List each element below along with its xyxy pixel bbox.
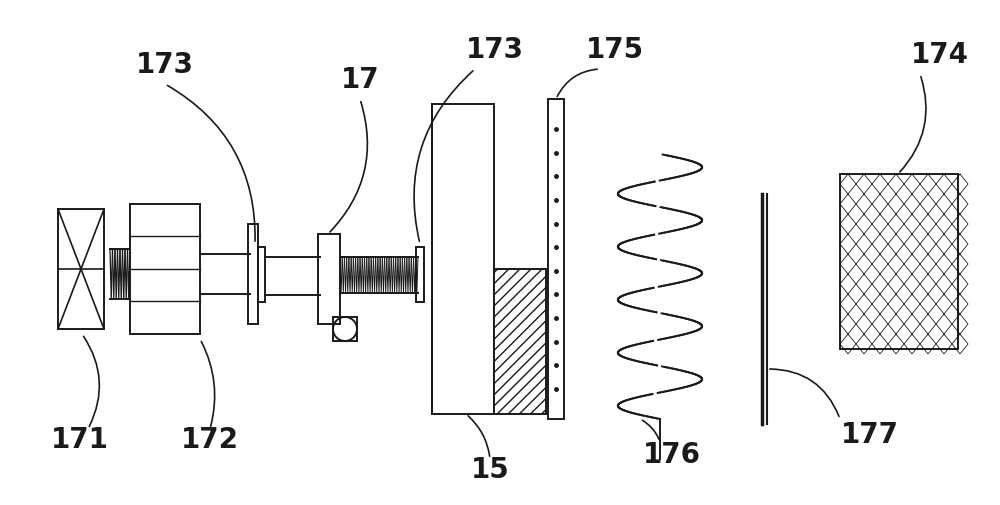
Text: 15: 15 xyxy=(471,455,509,483)
Bar xyxy=(318,234,340,324)
Bar xyxy=(248,225,258,324)
Text: 176: 176 xyxy=(643,440,701,468)
Text: 175: 175 xyxy=(586,36,644,64)
Bar xyxy=(548,100,564,419)
Text: 174: 174 xyxy=(911,41,969,69)
Bar xyxy=(432,105,494,414)
Text: 177: 177 xyxy=(841,420,899,448)
Bar xyxy=(333,317,357,341)
Bar xyxy=(258,247,265,302)
Text: 173: 173 xyxy=(466,36,524,64)
Bar xyxy=(130,205,200,334)
Bar xyxy=(416,247,424,302)
Bar xyxy=(58,210,104,329)
Bar xyxy=(840,175,958,349)
Text: 17: 17 xyxy=(341,66,379,94)
Bar xyxy=(494,270,546,414)
Text: 173: 173 xyxy=(136,51,194,79)
Text: 172: 172 xyxy=(181,425,239,453)
Text: 171: 171 xyxy=(51,425,109,453)
